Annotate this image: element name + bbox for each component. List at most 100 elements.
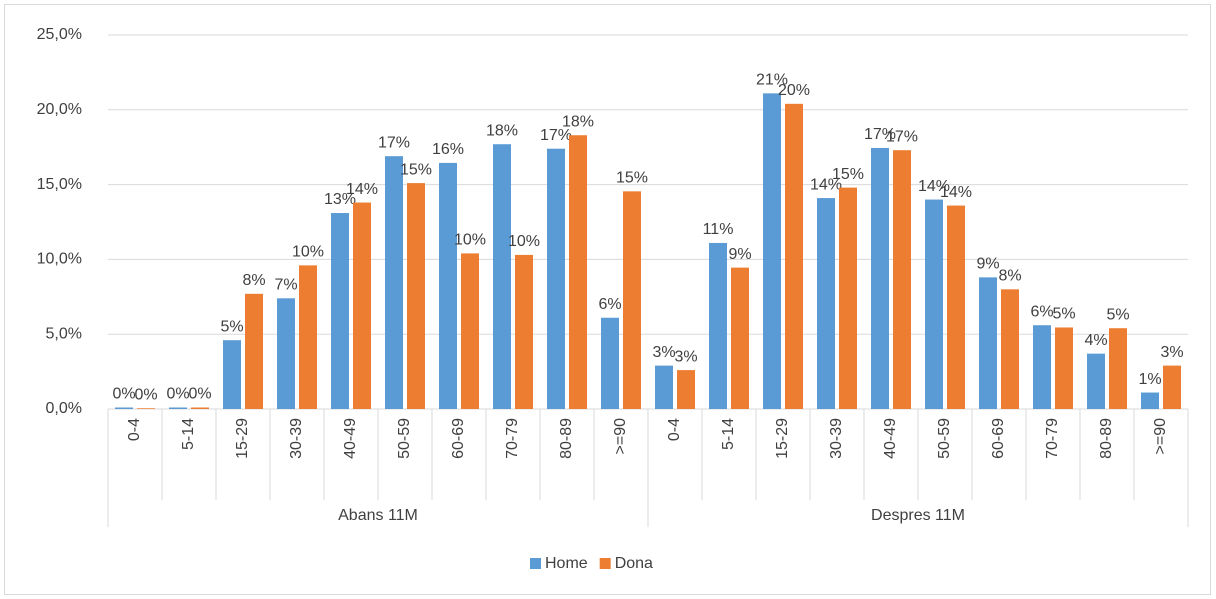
legend-label: Dona bbox=[615, 555, 653, 572]
x-tick-label: >=90 bbox=[1152, 418, 1169, 455]
data-label: 8% bbox=[998, 268, 1021, 285]
data-label: 20% bbox=[778, 82, 810, 99]
data-label: 3% bbox=[1160, 344, 1183, 361]
bar bbox=[763, 93, 781, 410]
data-label: 5% bbox=[1106, 306, 1129, 323]
bar bbox=[407, 183, 425, 409]
bar bbox=[137, 408, 155, 409]
bar bbox=[439, 162, 457, 409]
bar bbox=[1087, 353, 1105, 409]
x-tick-label: 60-69 bbox=[990, 418, 1007, 459]
y-tick-label: 25,0% bbox=[37, 26, 82, 43]
data-label: 5% bbox=[220, 318, 243, 335]
data-label: 14% bbox=[918, 178, 950, 195]
x-tick-label: 50-59 bbox=[936, 418, 953, 459]
bar bbox=[785, 103, 803, 409]
bar bbox=[839, 187, 857, 409]
data-label: 16% bbox=[432, 141, 464, 158]
bar bbox=[277, 298, 295, 409]
data-label: 3% bbox=[652, 344, 675, 361]
x-tick-label: 80-89 bbox=[1098, 418, 1115, 459]
bar bbox=[353, 202, 371, 409]
y-tick-label: 5,0% bbox=[46, 325, 82, 342]
bar bbox=[569, 135, 587, 409]
data-label: 5% bbox=[1052, 306, 1075, 323]
data-label: 6% bbox=[598, 296, 621, 313]
bar bbox=[709, 242, 727, 409]
x-tick-label: 30-39 bbox=[288, 418, 305, 459]
bar bbox=[979, 277, 997, 409]
bar bbox=[655, 365, 673, 409]
x-tick-label: 70-79 bbox=[1044, 418, 1061, 459]
x-tick-label: 40-49 bbox=[882, 418, 899, 459]
group-label: Despres 11M bbox=[871, 507, 965, 524]
bar bbox=[245, 293, 263, 409]
data-label: 6% bbox=[1030, 303, 1053, 320]
x-tick-label: 60-69 bbox=[450, 418, 467, 459]
data-label: 10% bbox=[508, 233, 540, 250]
data-label: 15% bbox=[832, 166, 864, 183]
legend-swatch bbox=[530, 558, 541, 569]
bar bbox=[461, 253, 479, 409]
bar bbox=[677, 370, 695, 409]
data-label: 0% bbox=[134, 386, 157, 403]
bar bbox=[547, 148, 565, 410]
data-label: 1% bbox=[1138, 371, 1161, 388]
data-label: 14% bbox=[810, 176, 842, 193]
bar bbox=[191, 407, 209, 409]
data-label: 15% bbox=[400, 161, 432, 178]
data-label: 18% bbox=[562, 113, 594, 130]
x-tick-label: 40-49 bbox=[342, 418, 359, 459]
data-label: 9% bbox=[728, 246, 751, 263]
data-label: 0% bbox=[188, 386, 211, 403]
data-label: 0% bbox=[166, 386, 189, 403]
bar bbox=[299, 265, 317, 409]
data-label: 17% bbox=[886, 128, 918, 145]
bar bbox=[817, 198, 835, 409]
bar bbox=[385, 156, 403, 409]
data-label: 15% bbox=[616, 170, 648, 187]
y-tick-label: 0,0% bbox=[46, 400, 82, 417]
x-tick-label: >=90 bbox=[612, 418, 629, 455]
bar bbox=[169, 407, 187, 409]
data-label: 18% bbox=[486, 122, 518, 139]
y-tick-label: 20,0% bbox=[37, 101, 82, 118]
data-label: 10% bbox=[292, 244, 324, 261]
group-label: Abans 11M bbox=[338, 507, 418, 524]
legend-label: Home bbox=[545, 555, 588, 572]
data-label: 13% bbox=[324, 191, 356, 208]
x-tick-label: 15-29 bbox=[234, 418, 251, 459]
y-tick-label: 15,0% bbox=[37, 176, 82, 193]
data-label: 7% bbox=[274, 277, 297, 294]
data-label: 4% bbox=[1084, 332, 1107, 349]
bar bbox=[601, 317, 619, 409]
x-tick-label: 50-59 bbox=[396, 418, 413, 459]
bar bbox=[731, 267, 749, 409]
bar bbox=[493, 144, 511, 409]
data-label: 17% bbox=[864, 126, 896, 143]
x-tick-label: 30-39 bbox=[828, 418, 845, 459]
x-tick-label: 0-4 bbox=[126, 418, 143, 441]
data-label: 3% bbox=[674, 348, 697, 365]
x-tick-label: 0-4 bbox=[666, 418, 683, 441]
bar bbox=[1163, 365, 1181, 409]
data-label: 9% bbox=[976, 256, 999, 273]
data-label: 8% bbox=[242, 272, 265, 289]
data-label: 0% bbox=[112, 386, 135, 403]
bar bbox=[1141, 392, 1159, 409]
data-label: 17% bbox=[540, 127, 572, 144]
bar bbox=[947, 205, 965, 409]
data-label: 21% bbox=[756, 72, 788, 89]
x-tick-label: 80-89 bbox=[558, 418, 575, 459]
data-label: 14% bbox=[346, 181, 378, 198]
bar bbox=[1033, 325, 1051, 409]
bar bbox=[893, 150, 911, 409]
bar bbox=[623, 191, 641, 409]
bar bbox=[925, 199, 943, 409]
x-tick-label: 70-79 bbox=[504, 418, 521, 459]
x-tick-label: 15-29 bbox=[774, 418, 791, 459]
legend-swatch bbox=[599, 558, 611, 569]
bar bbox=[1001, 289, 1019, 409]
